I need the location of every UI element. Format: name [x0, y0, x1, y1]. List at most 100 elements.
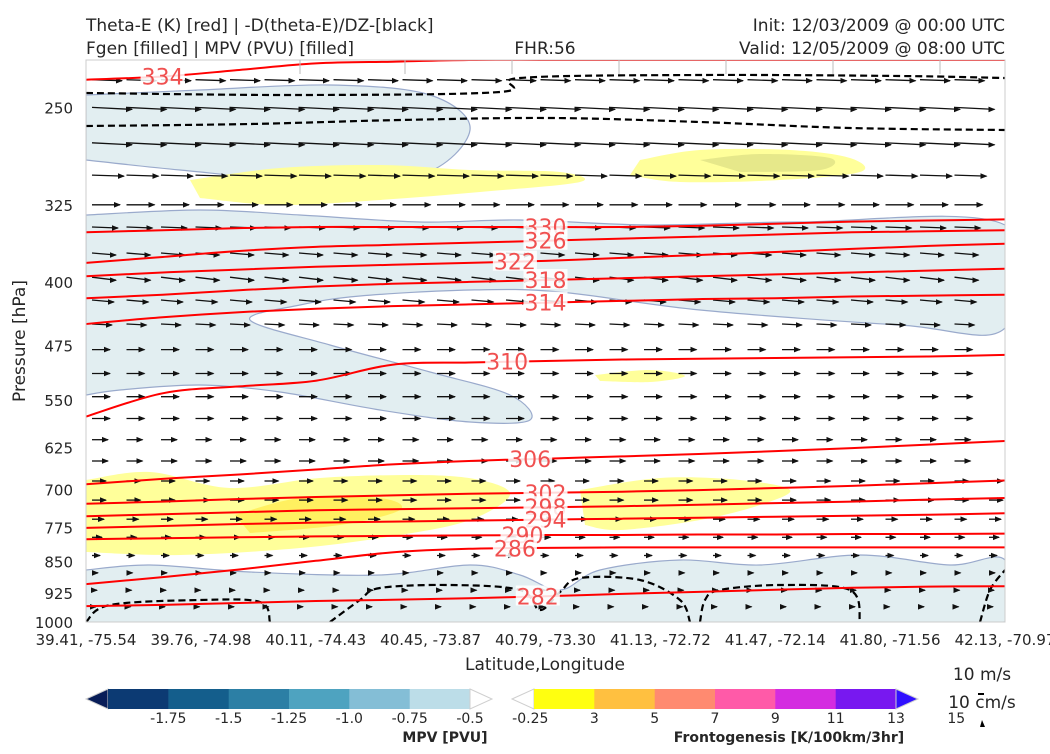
wind-arrowhead	[966, 393, 974, 400]
wind-vector	[712, 142, 754, 146]
fgen-colorbar-tick: 5	[650, 711, 659, 727]
wind-arrowhead	[918, 604, 925, 610]
wind-arrowhead	[980, 173, 988, 179]
wind-arrowhead	[782, 570, 789, 576]
wind-arrowhead	[871, 225, 878, 231]
wind-arrowhead	[380, 370, 387, 377]
wind-arrowhead	[930, 458, 937, 464]
wind-arrowhead	[869, 252, 876, 258]
wind-arrowhead	[114, 202, 121, 208]
wind-arrowhead	[970, 299, 978, 305]
wind-arrowhead	[445, 497, 452, 503]
wind-arrowhead	[786, 534, 793, 541]
wind-arrowhead	[167, 516, 174, 522]
wind-arrowhead	[244, 322, 251, 328]
wind-arrowhead	[276, 415, 284, 422]
wind-arrowhead	[138, 370, 146, 377]
wind-arrowhead	[822, 516, 830, 522]
wind-arrowhead	[991, 552, 998, 559]
wind-arrowhead	[989, 570, 996, 576]
wind-arrowhead	[993, 534, 1000, 541]
wind-arrowhead	[964, 436, 972, 443]
wind-arrowhead	[436, 587, 443, 593]
wind-arrowhead	[621, 393, 629, 400]
wind-arrowhead	[102, 458, 109, 464]
wind-arrowhead	[804, 202, 811, 208]
wind-arrowhead	[826, 436, 834, 443]
wind-arrowhead	[104, 346, 111, 353]
mpv-colorbar-tick: -0.75	[392, 711, 428, 727]
wind-arrowhead	[437, 570, 444, 576]
y-tick-label: 475	[44, 338, 73, 356]
x-tick-label: 40.79, -73.30	[495, 631, 596, 649]
wind-arrowhead	[552, 346, 560, 353]
wind-arrowhead	[972, 277, 980, 283]
wind-vector	[678, 106, 719, 111]
wind-arrowhead	[574, 587, 581, 593]
wind-arrowhead	[173, 370, 180, 377]
wind-arrowhead	[132, 516, 140, 522]
wind-arrowhead	[321, 202, 328, 208]
wind-arrowhead	[138, 346, 146, 353]
wind-arrowhead	[469, 604, 477, 610]
theta-e-contours	[86, 60, 1005, 608]
wind-arrowhead	[248, 277, 255, 283]
wind-arrowhead	[449, 370, 456, 377]
wind-arrowhead	[254, 77, 261, 84]
wind-arrowhead	[173, 393, 180, 400]
wind-vector	[195, 106, 236, 111]
wind-arrowhead	[282, 252, 290, 258]
wind-arrowhead	[242, 346, 249, 353]
wind-arrowhead	[678, 570, 686, 576]
wind-arrowhead	[412, 436, 420, 443]
wind-arrowhead	[242, 370, 249, 377]
x-axis-label: Latitude,Longitude	[465, 655, 625, 675]
wind-arrowhead	[298, 587, 305, 593]
title-line-2: Fgen [filled] | MPV (PVU) [filled]	[86, 39, 354, 59]
wind-arrowhead	[351, 252, 359, 258]
wind-arrowhead	[631, 202, 639, 208]
wind-arrowhead	[621, 346, 629, 353]
wind-arrowhead	[884, 587, 892, 593]
wind-arrowhead	[504, 604, 511, 610]
y-tick-label: 400	[44, 274, 73, 292]
wind-arrowhead	[380, 393, 387, 400]
wind-arrowhead	[926, 516, 933, 522]
wind-arrowhead	[301, 552, 308, 559]
wind-arrowhead	[587, 393, 594, 400]
wind-arrowhead	[357, 77, 365, 84]
wind-arrowhead	[745, 604, 753, 610]
wind-arrowhead	[317, 277, 324, 283]
fgen-colorbar-tick: 7	[711, 711, 720, 727]
wind-vector	[264, 142, 305, 146]
wind-arrowhead	[171, 436, 178, 443]
wind-arrowhead	[351, 277, 359, 283]
wind-arrowhead	[386, 252, 393, 258]
wind-arrowhead	[887, 552, 895, 559]
wind-arrowhead	[589, 322, 596, 328]
wind-arrowhead	[646, 552, 653, 559]
wind-arrowhead	[670, 173, 677, 179]
wind-arrowhead	[737, 77, 744, 84]
wind-arrowhead	[232, 552, 239, 559]
wind-arrowhead	[110, 277, 117, 283]
wind-arrowhead	[944, 77, 951, 84]
theta-e-label-bg	[523, 508, 568, 529]
wind-arrowhead	[266, 552, 274, 559]
wind-arrowhead	[643, 587, 650, 593]
wind-arrowhead	[885, 570, 893, 576]
wind-arrowhead	[402, 570, 410, 576]
wind-arrowhead	[601, 173, 608, 179]
wind-arrowhead	[309, 458, 316, 464]
wind-arrowhead	[723, 458, 730, 464]
wind-arrowhead	[658, 322, 665, 328]
fgen-colorbar-segment	[715, 689, 776, 709]
wind-arrowhead	[449, 415, 456, 422]
wind-arrowhead	[345, 393, 353, 400]
wind-arrowhead	[702, 77, 710, 84]
mpv-colorbar-label: MPV [PVU]	[402, 730, 487, 746]
wind-vector	[229, 142, 271, 146]
wind-arrowhead	[725, 415, 732, 422]
wind-arrowhead	[128, 552, 136, 559]
wind-arrowhead	[404, 552, 412, 559]
